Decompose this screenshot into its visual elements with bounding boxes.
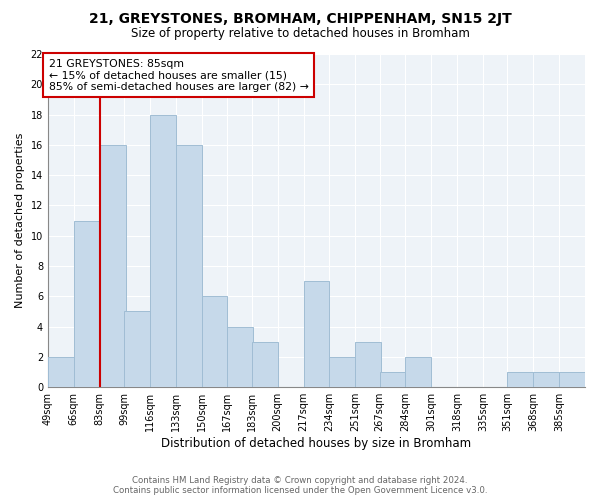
Y-axis label: Number of detached properties: Number of detached properties: [15, 133, 25, 308]
Bar: [150, 114, 176, 387]
Bar: [176, 145, 202, 387]
Bar: [329, 357, 355, 387]
Bar: [355, 342, 381, 387]
Bar: [100, 145, 125, 387]
Bar: [227, 326, 253, 387]
X-axis label: Distribution of detached houses by size in Bromham: Distribution of detached houses by size …: [161, 437, 472, 450]
Text: Size of property relative to detached houses in Bromham: Size of property relative to detached ho…: [131, 28, 469, 40]
Bar: [406, 357, 431, 387]
Bar: [559, 372, 585, 387]
Bar: [252, 342, 278, 387]
Text: Contains HM Land Registry data © Crown copyright and database right 2024.
Contai: Contains HM Land Registry data © Crown c…: [113, 476, 487, 495]
Bar: [533, 372, 559, 387]
Bar: [202, 296, 227, 387]
Bar: [380, 372, 406, 387]
Bar: [304, 281, 329, 387]
Bar: [508, 372, 533, 387]
Text: 21, GREYSTONES, BROMHAM, CHIPPENHAM, SN15 2JT: 21, GREYSTONES, BROMHAM, CHIPPENHAM, SN1…: [89, 12, 511, 26]
Bar: [74, 220, 100, 387]
Text: 21 GREYSTONES: 85sqm
← 15% of detached houses are smaller (15)
85% of semi-detac: 21 GREYSTONES: 85sqm ← 15% of detached h…: [49, 58, 308, 92]
Bar: [124, 312, 150, 387]
Bar: [48, 357, 74, 387]
